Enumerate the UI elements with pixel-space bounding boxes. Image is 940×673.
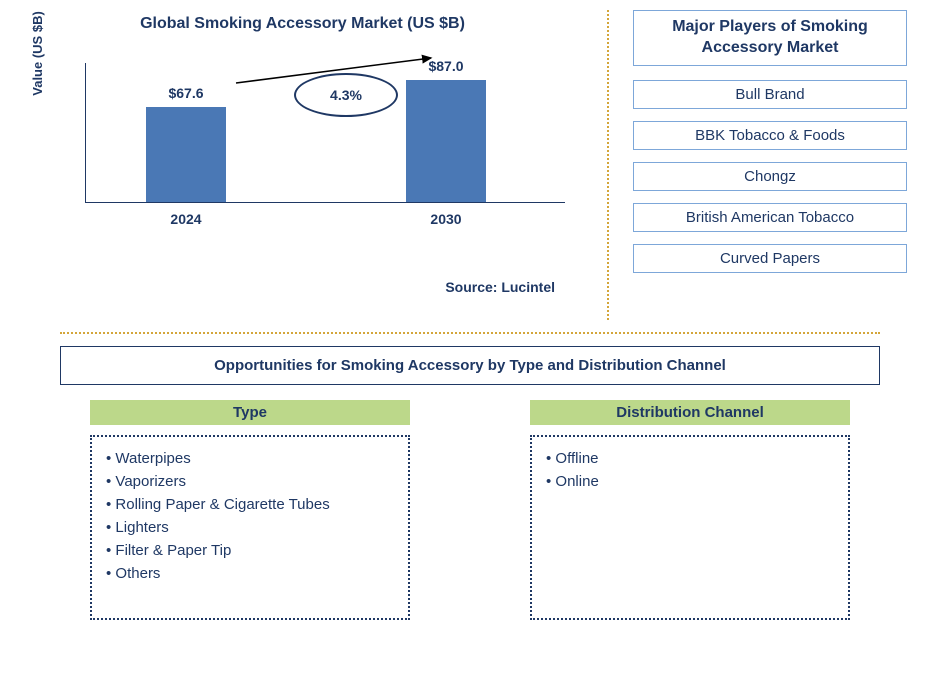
bar-value-label: $67.6 [146,85,226,101]
bar-2024: $67.6 [146,107,226,202]
players-panel: Major Players of Smoking Accessory Marke… [605,0,925,330]
cagr-ellipse: 4.3% [294,73,398,117]
type-column-header: Type [90,400,410,425]
type-item: Filter & Paper Tip [106,539,394,562]
x-tick-2024: 2024 [146,211,226,227]
bar-chart: Value (US $B) 4.3% $67.6 2024 $87 [50,53,615,223]
vertical-divider [607,10,609,320]
chart-axes: 4.3% $67.6 2024 $87.0 2030 [85,63,565,203]
type-item: Vaporizers [106,470,394,493]
player-item: Bull Brand [633,80,907,109]
players-header: Major Players of Smoking Accessory Marke… [633,10,907,66]
type-item: Lighters [106,516,394,539]
source-line: Source: Lucintel [445,279,555,295]
chart-title: Global Smoking Accessory Market (US $B) [20,15,585,33]
opportunities-columns: Type Waterpipes Vaporizers Rolling Paper… [90,400,870,620]
top-section: Global Smoking Accessory Market (US $B) … [0,0,940,330]
distribution-item: Offline [546,447,834,470]
player-item: British American Tobacco [633,203,907,232]
player-item: BBK Tobacco & Foods [633,121,907,150]
type-list: Waterpipes Vaporizers Rolling Paper & Ci… [90,435,410,620]
x-tick-2030: 2030 [406,211,486,227]
type-item: Rolling Paper & Cigarette Tubes [106,493,394,516]
player-item: Curved Papers [633,244,907,273]
type-column: Type Waterpipes Vaporizers Rolling Paper… [90,400,410,620]
source-name: Lucintel [501,279,555,295]
distribution-column-header: Distribution Channel [530,400,850,425]
player-item: Chongz [633,162,907,191]
bar-2030: $87.0 [406,80,486,202]
distribution-column: Distribution Channel Offline Online [530,400,850,620]
chart-panel: Global Smoking Accessory Market (US $B) … [0,0,605,330]
source-prefix: Source: [445,279,501,295]
bar-value-label: $87.0 [406,58,486,74]
distribution-item: Online [546,470,834,493]
distribution-list: Offline Online [530,435,850,620]
type-item: Others [106,562,394,585]
horizontal-divider [60,332,880,334]
type-item: Waterpipes [106,447,394,470]
y-axis-label: Value (US $B) [30,11,45,96]
opportunities-header-box: Opportunities for Smoking Accessory by T… [60,346,880,385]
